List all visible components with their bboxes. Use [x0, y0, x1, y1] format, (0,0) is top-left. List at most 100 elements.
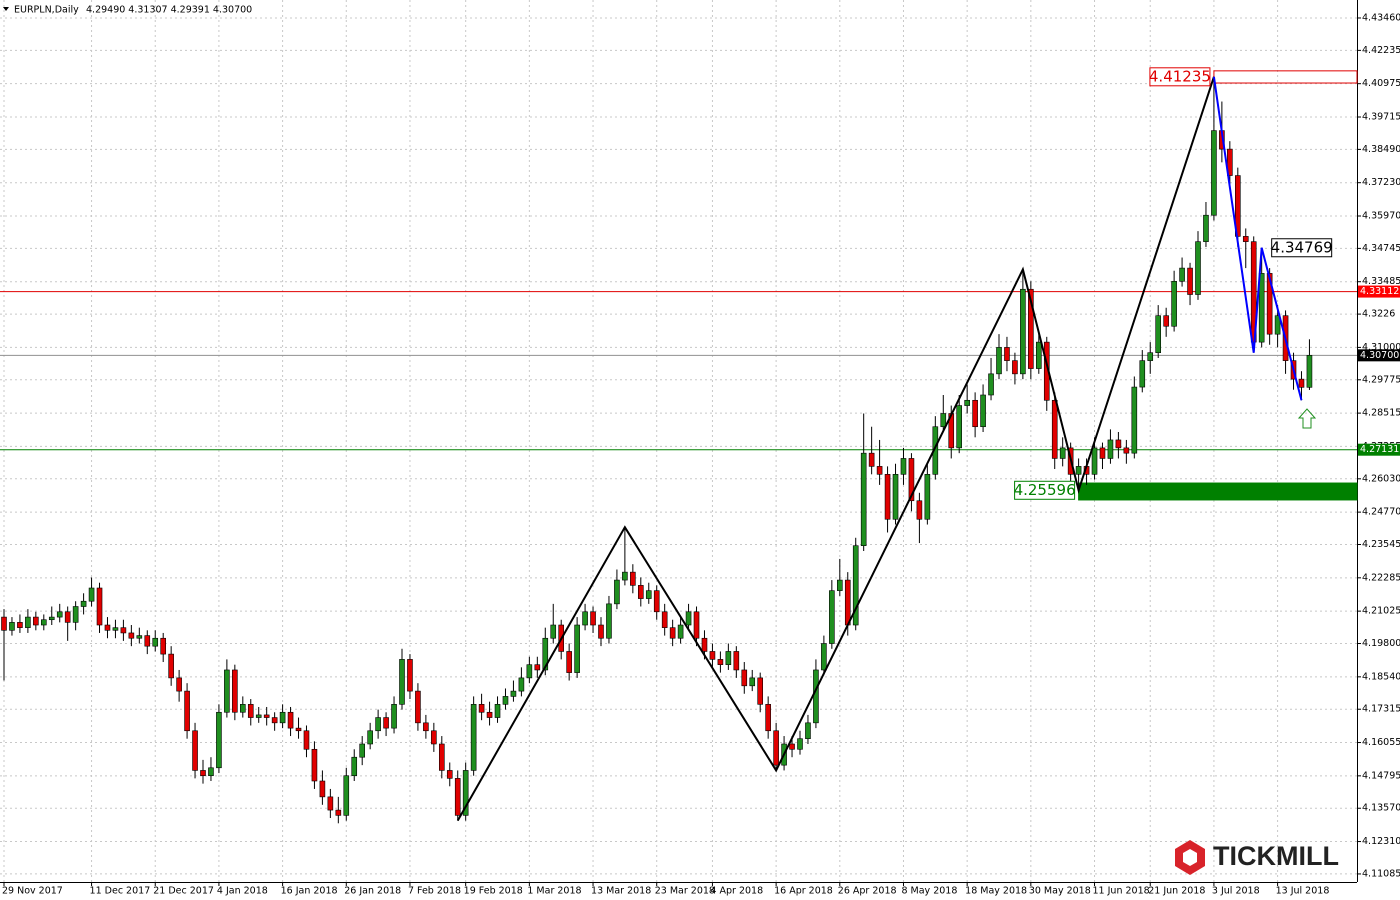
candle-body	[566, 651, 572, 673]
candle-body	[1274, 315, 1281, 335]
candle-body	[765, 704, 771, 732]
candle-body	[295, 727, 302, 732]
y-tick-label: 4.16055	[1362, 737, 1400, 748]
up-arrow	[1297, 408, 1317, 429]
y-tick-label: 4.29775	[1362, 374, 1400, 385]
x-tick-label: 16 Jan 2018	[281, 886, 338, 897]
candle-body	[653, 590, 660, 613]
candle-body	[375, 717, 381, 732]
y-tick-label: 4.13570	[1362, 803, 1400, 814]
candle-body	[351, 756, 358, 777]
candle-body	[56, 611, 63, 618]
candle-body	[25, 616, 31, 628]
zigzag	[1212, 76, 1303, 401]
candle-body	[168, 653, 174, 679]
candle-body	[542, 637, 549, 671]
candle-body	[407, 659, 413, 692]
candle-body	[72, 606, 79, 623]
candle-body	[462, 770, 469, 816]
candle-body	[622, 571, 628, 581]
candle-body	[916, 500, 923, 520]
candle-body	[415, 690, 421, 724]
candle-body	[446, 770, 453, 779]
candle-body	[1171, 281, 1177, 327]
candle-body	[1107, 439, 1114, 459]
x-tick-label: 18 May 2018	[965, 886, 1027, 897]
candle-body	[757, 677, 764, 705]
candle-body	[33, 616, 39, 626]
candle-body	[693, 611, 700, 639]
candle-body	[216, 711, 222, 769]
zone	[1078, 482, 1358, 501]
zigzag	[456, 76, 1215, 822]
candle-body	[884, 474, 891, 520]
candle-body	[892, 474, 899, 520]
candle-body	[383, 717, 389, 729]
candle-body	[813, 669, 819, 724]
y-tick-label: 4.19800	[1362, 638, 1400, 649]
x-tick-label: 8 May 2018	[901, 886, 957, 897]
candle-body	[176, 677, 182, 692]
y-tick-label: 4.23545	[1362, 539, 1400, 550]
menu-arrow	[3, 7, 9, 11]
y-tick-label: 4.12310	[1362, 836, 1400, 847]
candle-body	[749, 677, 756, 687]
level-label: 4.30700	[1360, 350, 1399, 361]
candle-body	[120, 627, 127, 634]
candle-body	[470, 704, 477, 771]
candle-body	[160, 637, 166, 655]
candle-body	[152, 637, 159, 647]
y-tick-label: 4.18540	[1362, 671, 1400, 682]
candle-body	[96, 587, 103, 626]
candle-body	[574, 624, 580, 673]
y-tick-label: 4.24770	[1362, 507, 1400, 518]
candle-body	[821, 643, 827, 671]
candle-body	[311, 748, 318, 782]
annotation-box	[1271, 238, 1333, 258]
candle-body	[271, 717, 278, 724]
candle-body	[232, 669, 238, 713]
chart-title: EURPLN,Daily	[14, 5, 79, 16]
x-tick-label: 21 Dec 2017	[153, 886, 214, 897]
title-values: 4.29490 4.31307 4.29391 4.30700	[86, 5, 252, 16]
candle-body	[526, 664, 533, 679]
candle-body	[836, 579, 843, 591]
candle-body	[343, 775, 350, 816]
candle-body	[964, 399, 970, 406]
candle-body	[988, 373, 994, 396]
candle-body	[1028, 288, 1034, 369]
candle-body	[669, 627, 676, 639]
candle-body	[224, 669, 230, 713]
candle-body	[247, 704, 254, 718]
candle-body	[1187, 267, 1193, 295]
candle-body	[144, 635, 151, 647]
candle-body	[192, 730, 198, 771]
candle-body	[852, 545, 859, 626]
candle-body	[773, 730, 779, 766]
candle-body	[860, 452, 867, 546]
candle-body	[1266, 273, 1273, 335]
x-tick-label: 3 Jul 2018	[1212, 886, 1260, 897]
candle-body	[1, 616, 7, 631]
candle-body	[104, 624, 111, 631]
level-label: 4.27131	[1360, 444, 1399, 455]
candle-body	[367, 730, 373, 745]
candle-body	[1131, 386, 1138, 454]
candle-body	[454, 778, 461, 816]
candle-body	[1099, 447, 1106, 459]
annotation-label: 4.25596	[1014, 481, 1076, 499]
y-tick-label: 4.38490	[1362, 144, 1400, 155]
candle-body	[303, 730, 310, 750]
candle-body	[805, 722, 811, 740]
candle-body	[1075, 466, 1082, 475]
candle-body	[1203, 214, 1209, 242]
candle-body	[502, 696, 509, 705]
candle-body	[423, 722, 429, 732]
x-tick-label: 1 Mar 2018	[527, 886, 581, 897]
candle-body	[88, 587, 95, 602]
candle-body	[1163, 315, 1169, 327]
candle-body	[614, 579, 620, 605]
candle-body	[677, 624, 684, 639]
